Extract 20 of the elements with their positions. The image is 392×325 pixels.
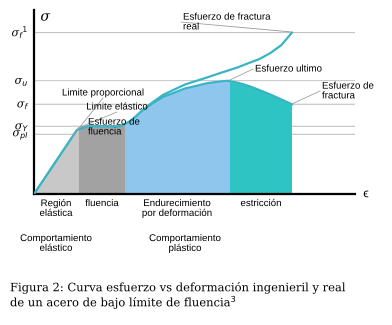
text: Figura 2: Curva esfuerzo vs deformación ingenieril y real de un acero de bajo límite de fluencia$^{3}$ (10, 282, 346, 309)
ref-line-label: σ$_{f}$$^{1}$ (12, 26, 27, 38)
text: ϵ (364, 190, 368, 198)
ref-line-label: σ$_{u}$ (15, 78, 27, 86)
annotation: Esfuerzo ultimo (256, 64, 322, 72)
text: estricción (240, 198, 281, 206)
ref-line-label: σ$_{Y}$ (15, 124, 28, 132)
annotation: Limite proporcional (62, 88, 144, 98)
text: fluencia (85, 199, 119, 206)
text: Esfuerzo de fractura (322, 82, 374, 98)
annotation: Esfuerzo de fluencia (88, 118, 140, 134)
text: Comportamiento elástico (20, 234, 92, 251)
text: Región elástica (40, 199, 72, 216)
ref-line-label: σ$_{f}$ (17, 102, 28, 110)
annotation: Limite elástico (87, 102, 148, 110)
text: Comportamiento plástico (150, 234, 221, 253)
text: Esfuerzo de fractura real (184, 12, 271, 30)
y-axis-title: σ (41, 13, 50, 21)
ref-line-label: σ$_{pl}$ (12, 130, 28, 140)
text: Endurecimiento por deformación (142, 199, 212, 218)
